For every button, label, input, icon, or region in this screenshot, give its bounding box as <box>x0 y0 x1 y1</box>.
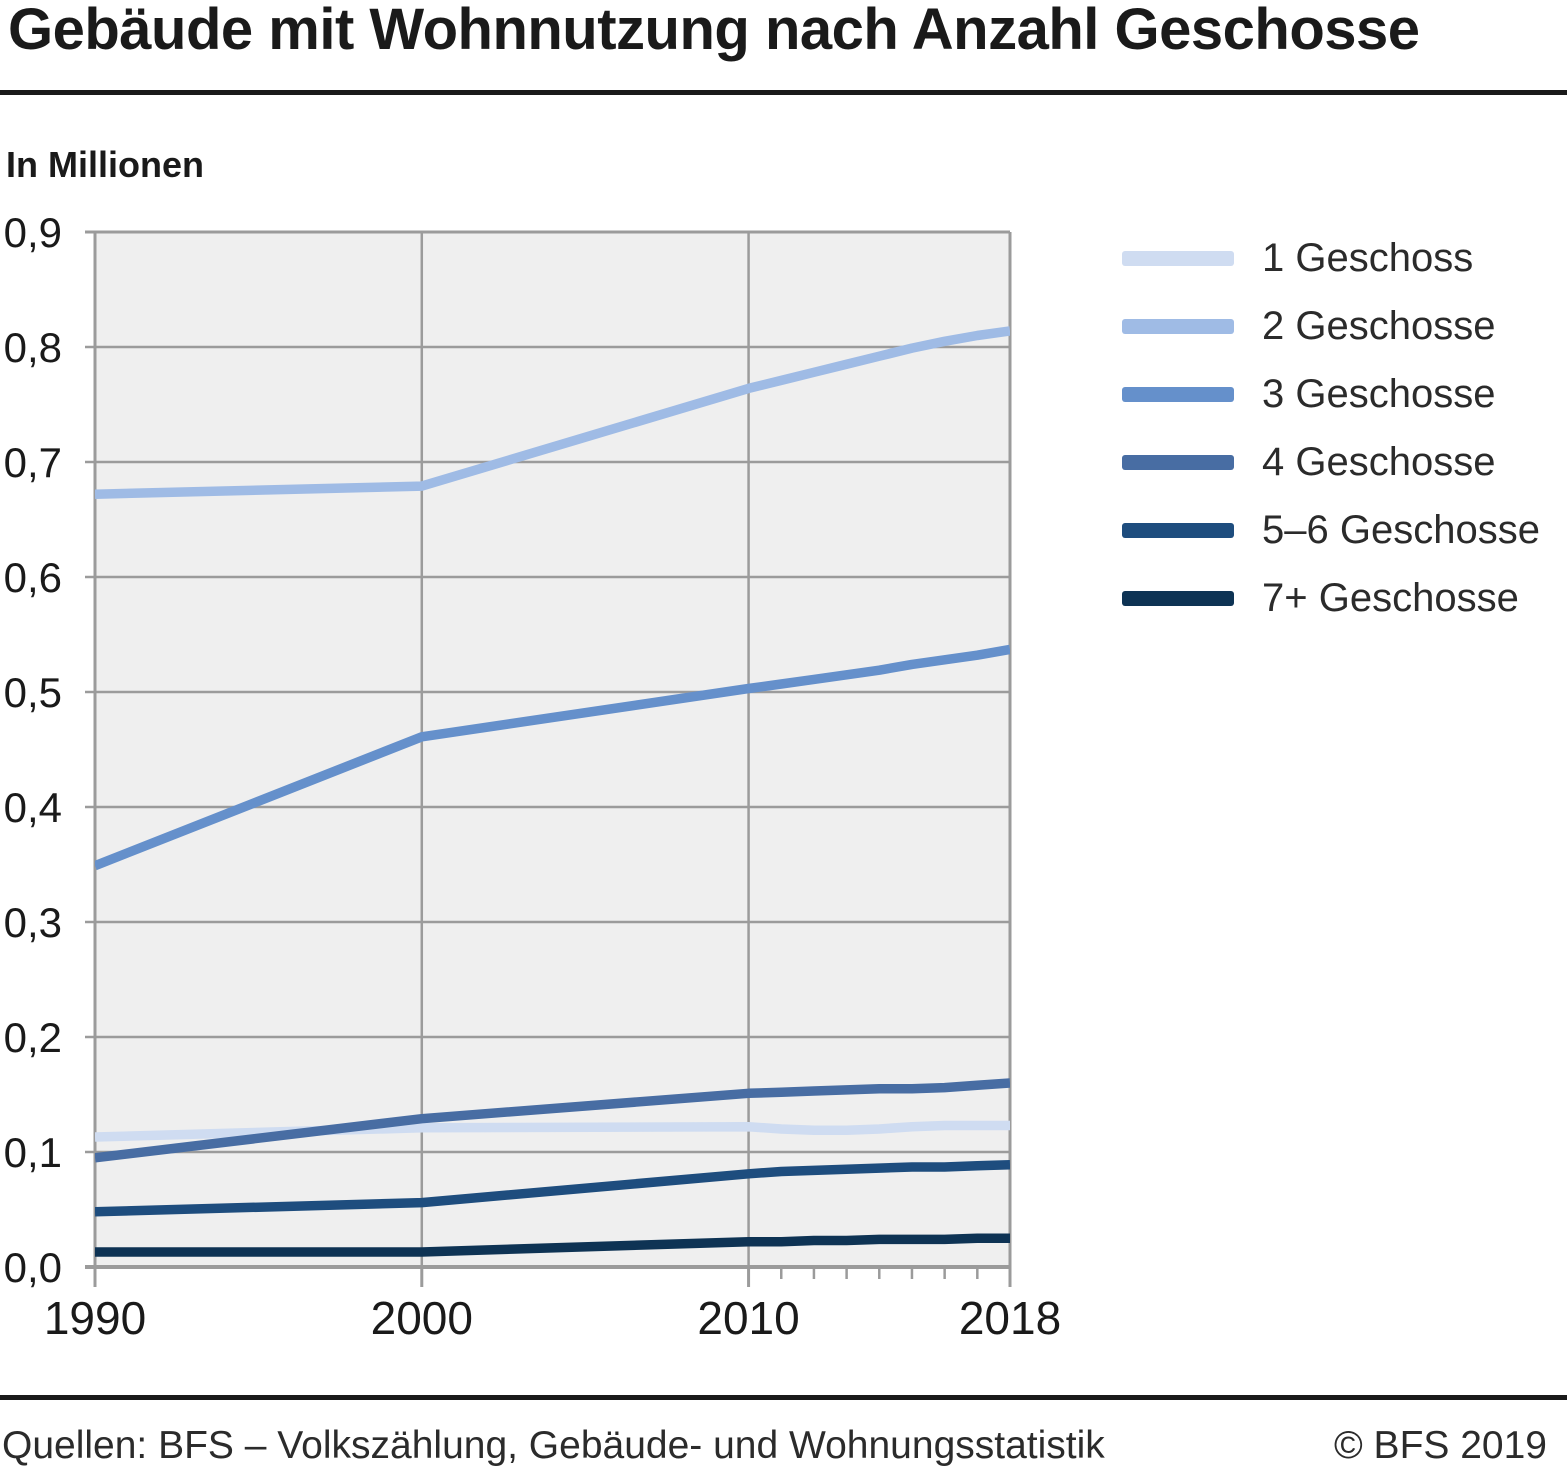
footer: Quellen: BFS – Volkszählung, Gebäude- un… <box>2 1424 1547 1468</box>
series-line-1-geschoss <box>95 1120 1010 1142</box>
legend-swatch <box>1122 522 1234 538</box>
unit-label: In Millionen <box>6 144 204 185</box>
legend-item: 3 Geschosse <box>1122 360 1540 428</box>
footer-divider <box>0 1395 1567 1400</box>
legend: 1 Geschoss 2 Geschosse 3 Geschosse 4 Gescho… <box>1122 224 1540 632</box>
legend-item: 2 Geschosse <box>1122 292 1540 360</box>
legend-label: 7+ Geschosse <box>1262 575 1519 620</box>
legend-swatch <box>1122 386 1234 402</box>
y-tick-label: 0,4 <box>4 784 62 831</box>
series-line-4-geschosse <box>95 1078 1010 1163</box>
series-line-2-geschosse <box>95 326 1010 499</box>
legend-swatch <box>1122 250 1234 266</box>
y-tick-label: 0,1 <box>4 1129 62 1176</box>
y-tick-label: 0,0 <box>4 1244 62 1291</box>
legend-item: 4 Geschosse <box>1122 428 1540 496</box>
legend-label: 5–6 Geschosse <box>1262 507 1540 552</box>
y-tick-label: 0,5 <box>4 669 62 716</box>
plot-background <box>95 232 1010 1267</box>
legend-label: 4 Geschosse <box>1262 439 1496 484</box>
legend-swatch <box>1122 318 1234 334</box>
y-tick-label: 0,3 <box>4 899 62 946</box>
legend-label: 3 Geschosse <box>1262 371 1496 416</box>
source-text: Quellen: BFS – Volkszählung, Gebäude- un… <box>2 1424 1105 1467</box>
legend-item: 1 Geschoss <box>1122 224 1540 292</box>
y-tick-label: 0,9 <box>4 209 62 256</box>
line-chart: 0,0 0,1 0,2 0,3 0,4 0,5 0,6 0,7 0,8 0,9 1990 2000 20… <box>4 209 1062 1344</box>
y-tick-label: 0,7 <box>4 439 62 486</box>
legend-item: 5–6 Geschosse <box>1122 496 1540 564</box>
series-line-3-geschosse <box>95 644 1010 871</box>
legend-label: 2 Geschosse <box>1262 303 1496 348</box>
y-tick-label: 0,6 <box>4 554 62 601</box>
x-tick-label: 1990 <box>44 1292 146 1344</box>
y-tick-label: 0,8 <box>4 324 62 371</box>
x-tick-label: 2000 <box>371 1292 473 1344</box>
x-tick-label: 2018 <box>959 1292 1061 1344</box>
legend-item: 7+ Geschosse <box>1122 564 1540 632</box>
page-title: Gebäude mit Wohnnutzung nach Anzahl Gesc… <box>8 0 1420 62</box>
legend-swatch <box>1122 454 1234 470</box>
copyright-text: © BFS 2019 <box>1333 1424 1547 1467</box>
legend-swatch <box>1122 590 1234 606</box>
title-divider <box>0 90 1567 95</box>
x-tick-label: 2010 <box>697 1292 799 1344</box>
legend-label: 1 Geschoss <box>1262 235 1474 280</box>
series-line-5-6-geschosse <box>95 1159 1010 1217</box>
y-tick-label: 0,2 <box>4 1014 62 1061</box>
series-line-7-geschosse <box>95 1233 1010 1257</box>
